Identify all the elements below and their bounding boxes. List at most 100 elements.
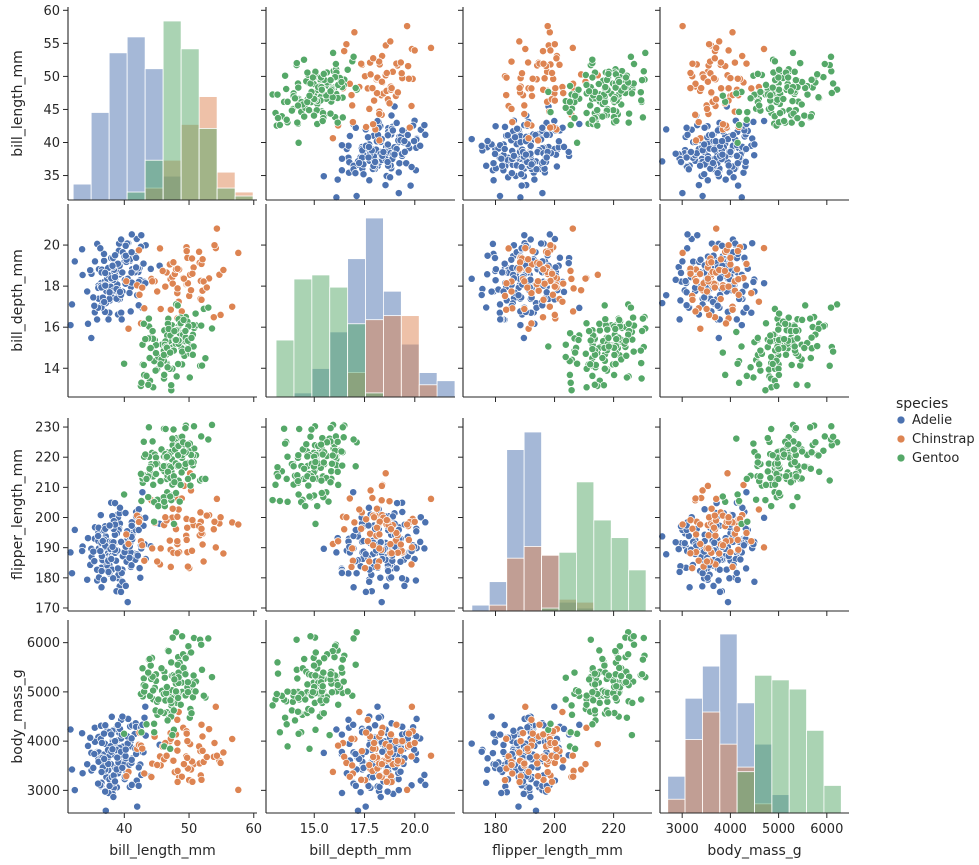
point-adelie [137, 231, 146, 240]
point-gentoo [581, 349, 590, 358]
point-chinstrap [198, 255, 207, 264]
point-adelie [344, 569, 353, 578]
hist-bar-gentoo [293, 278, 313, 398]
point-chinstrap [691, 110, 700, 119]
point-gentoo [197, 321, 206, 330]
point-adelie [387, 111, 396, 120]
point-chinstrap [520, 759, 529, 768]
point-gentoo [624, 118, 633, 127]
point-chinstrap [760, 45, 768, 53]
point-chinstrap [362, 123, 371, 131]
point-adelie [742, 564, 751, 573]
point-gentoo [610, 95, 619, 103]
point-adelie [483, 251, 492, 260]
point-adelie [511, 133, 520, 142]
point-gentoo [611, 324, 620, 333]
point-chinstrap [515, 37, 524, 46]
point-gentoo [303, 680, 312, 689]
hist-bar-chinstrap [383, 315, 402, 398]
point-adelie [364, 142, 373, 151]
point-gentoo [310, 111, 318, 120]
point-gentoo [622, 373, 631, 382]
point-gentoo [629, 313, 638, 322]
point-chinstrap [385, 497, 394, 506]
point-gentoo [273, 90, 282, 99]
point-chinstrap [216, 513, 225, 522]
point-gentoo [181, 654, 190, 663]
point-adelie [97, 768, 106, 776]
point-chinstrap [377, 77, 386, 86]
point-adelie [349, 583, 358, 592]
point-gentoo [570, 114, 579, 123]
point-chinstrap [385, 742, 394, 751]
y-tick-label: 3000 [27, 784, 60, 799]
point-adelie [683, 230, 692, 239]
point-chinstrap [219, 748, 228, 757]
point-gentoo [797, 120, 806, 128]
point-gentoo [319, 709, 328, 718]
point-adelie [525, 753, 534, 762]
point-chinstrap [156, 544, 165, 553]
subplot-bill_depth_mm-vs-body_mass_g [655, 204, 849, 402]
subplot-flipper_length_mm-vs-body_mass_g [655, 418, 849, 616]
point-chinstrap [234, 785, 243, 794]
point-chinstrap [375, 772, 384, 781]
point-gentoo [598, 655, 607, 663]
point-adelie [509, 726, 518, 735]
point-chinstrap [692, 277, 701, 286]
point-chinstrap [188, 516, 197, 525]
point-gentoo [604, 333, 613, 342]
point-adelie [693, 231, 702, 240]
point-adelie [127, 230, 136, 239]
point-gentoo [752, 495, 761, 504]
point-adelie [477, 141, 486, 150]
point-chinstrap [348, 101, 357, 110]
point-gentoo [806, 314, 815, 323]
point-adelie [118, 712, 127, 721]
x-axis-label-flipper_length_mm: flipper_length_mm [492, 843, 623, 859]
point-gentoo [174, 693, 183, 702]
x-tick-label: 180 [483, 822, 508, 837]
point-chinstrap [187, 286, 195, 295]
point-gentoo [746, 94, 755, 103]
point-chinstrap [521, 45, 530, 53]
point-chinstrap [540, 74, 549, 83]
point-adelie [507, 169, 516, 178]
point-gentoo [814, 93, 823, 102]
point-chinstrap [502, 305, 511, 314]
point-adelie [338, 154, 346, 163]
point-gentoo [573, 138, 582, 147]
point-adelie [532, 165, 541, 174]
point-gentoo [179, 447, 188, 456]
point-adelie [496, 315, 505, 324]
point-adelie [676, 296, 685, 305]
x-tick-label: 17.5 [350, 822, 379, 837]
point-chinstrap [404, 74, 413, 83]
point-gentoo [637, 374, 646, 383]
hist-bar-chinstrap [418, 384, 438, 398]
hist-bar-adelie [72, 183, 92, 201]
point-gentoo [638, 655, 647, 664]
point-chinstrap [366, 70, 375, 79]
point-gentoo [622, 678, 630, 687]
point-gentoo [198, 665, 206, 674]
point-chinstrap [386, 37, 395, 46]
point-gentoo [168, 434, 177, 443]
point-gentoo [770, 57, 779, 66]
point-adelie [696, 255, 705, 264]
point-adelie [482, 303, 491, 312]
point-chinstrap [340, 525, 349, 534]
point-gentoo [641, 48, 650, 57]
point-adelie [500, 145, 509, 153]
point-gentoo [318, 450, 327, 459]
hist-bar-chinstrap [667, 798, 686, 814]
point-adelie [109, 574, 118, 583]
point-chinstrap [153, 557, 162, 566]
point-adelie [491, 265, 500, 274]
point-gentoo [786, 87, 795, 96]
point-chinstrap [212, 494, 221, 503]
point-gentoo [749, 439, 758, 448]
point-gentoo [571, 744, 580, 753]
point-adelie [708, 130, 717, 139]
point-adelie [678, 189, 687, 198]
